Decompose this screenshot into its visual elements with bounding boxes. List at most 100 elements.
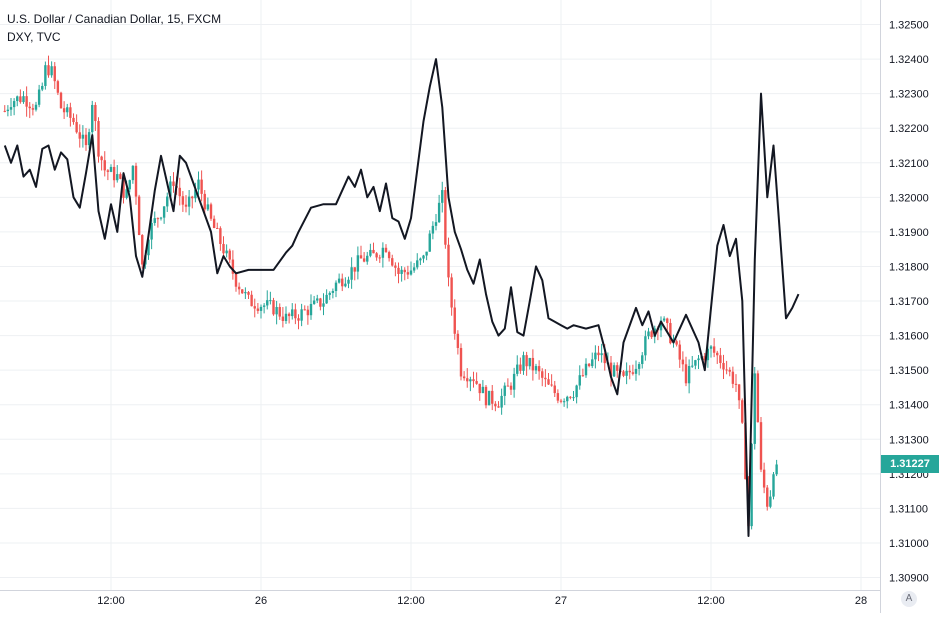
candle-body xyxy=(547,379,550,385)
candle-body xyxy=(284,313,288,321)
candle-body xyxy=(762,469,766,488)
candle-body xyxy=(375,253,378,258)
candle-body xyxy=(244,292,247,294)
candle-body xyxy=(247,292,250,295)
candle-body xyxy=(634,368,638,374)
candle-body xyxy=(312,300,316,304)
candle-body xyxy=(553,385,556,394)
dxy-line xyxy=(3,58,800,537)
auto-scale-button[interactable]: A xyxy=(901,591,917,607)
candle-body xyxy=(600,353,603,356)
candle-body xyxy=(294,309,297,319)
candle-body xyxy=(266,300,269,306)
candle-body xyxy=(262,305,266,307)
candle-body xyxy=(603,353,606,364)
candle-body xyxy=(56,81,60,93)
candle-body xyxy=(712,346,716,353)
candle-body xyxy=(53,66,56,82)
candle-body xyxy=(384,247,388,253)
current-price-tag: 1.31227 xyxy=(881,455,939,474)
candle-body xyxy=(378,257,381,259)
candle-body xyxy=(462,376,466,379)
candle-body xyxy=(753,373,756,444)
candle-body xyxy=(528,357,531,367)
candle-body xyxy=(9,107,13,110)
candle-body xyxy=(325,294,328,304)
candle-body xyxy=(322,303,325,307)
candle-body xyxy=(575,385,578,398)
candle-body xyxy=(722,362,725,370)
candle-body xyxy=(91,104,94,133)
candle-body xyxy=(484,386,488,406)
candle-body xyxy=(644,336,647,356)
candle-body xyxy=(84,134,88,146)
y-tick-label: 1.32500 xyxy=(889,20,929,32)
candle-body xyxy=(731,371,735,384)
candle-body xyxy=(237,286,241,290)
candle-body xyxy=(366,255,369,262)
candle-body xyxy=(275,307,278,315)
candle-body xyxy=(137,196,141,236)
y-tick-label: 1.32300 xyxy=(889,89,929,101)
candle-body xyxy=(194,189,197,199)
candle-body xyxy=(319,298,322,307)
candle-body xyxy=(391,258,394,266)
candle-body xyxy=(425,251,428,256)
candle-body xyxy=(537,366,541,372)
candle-body xyxy=(591,359,594,367)
candle-body xyxy=(141,235,144,265)
candle-body xyxy=(25,96,28,107)
x-tick-label: 12:00 xyxy=(397,595,425,607)
candle-body xyxy=(487,390,491,406)
candle-body xyxy=(559,400,563,402)
main-series-label: U.S. Dollar / Canadian Dollar, 15, FXCM xyxy=(7,12,222,26)
candle-body xyxy=(359,255,363,259)
candle-body xyxy=(372,249,375,254)
candle-body xyxy=(687,366,691,384)
candle-body xyxy=(191,196,194,199)
candle-body xyxy=(122,178,125,198)
candle-body xyxy=(481,386,485,394)
candle-body xyxy=(522,355,525,371)
candle-body xyxy=(87,132,91,146)
candle-body xyxy=(334,282,338,292)
candle-body xyxy=(406,272,410,275)
candle-body xyxy=(541,371,544,378)
usdcad-candles xyxy=(3,55,778,536)
candle-body xyxy=(12,101,16,108)
x-tick-label: 27 xyxy=(555,595,567,607)
candle-body xyxy=(231,259,235,274)
candle-body xyxy=(250,294,253,307)
candle-body xyxy=(766,487,769,507)
candle-body xyxy=(719,355,722,363)
candle-body xyxy=(225,250,228,254)
candle-body xyxy=(556,393,560,401)
candle-body xyxy=(50,66,53,76)
candle-body xyxy=(234,273,238,287)
candle-body xyxy=(6,109,10,112)
candle-body xyxy=(47,65,50,76)
candle-body xyxy=(306,309,310,316)
compare-series-label: DXY, TVC xyxy=(7,30,61,44)
x-tick-label: 28 xyxy=(855,595,867,607)
candle-body xyxy=(675,341,678,345)
candle-body xyxy=(16,96,19,102)
candle-body xyxy=(662,318,666,321)
candle-body xyxy=(216,227,219,229)
candle-body xyxy=(362,258,366,262)
candle-body xyxy=(409,270,413,275)
candle-body xyxy=(472,379,475,382)
y-tick-label: 1.31300 xyxy=(889,434,929,446)
y-tick-label: 1.31400 xyxy=(889,400,929,412)
candle-body xyxy=(97,121,100,157)
candle-body xyxy=(128,180,131,190)
candle-body xyxy=(66,107,69,113)
candle-body xyxy=(550,384,553,386)
candle-body xyxy=(578,375,581,386)
candle-body xyxy=(494,403,497,407)
candle-body xyxy=(3,110,6,112)
candle-body xyxy=(694,360,697,366)
candle-body xyxy=(569,396,572,398)
candle-body xyxy=(81,134,85,139)
